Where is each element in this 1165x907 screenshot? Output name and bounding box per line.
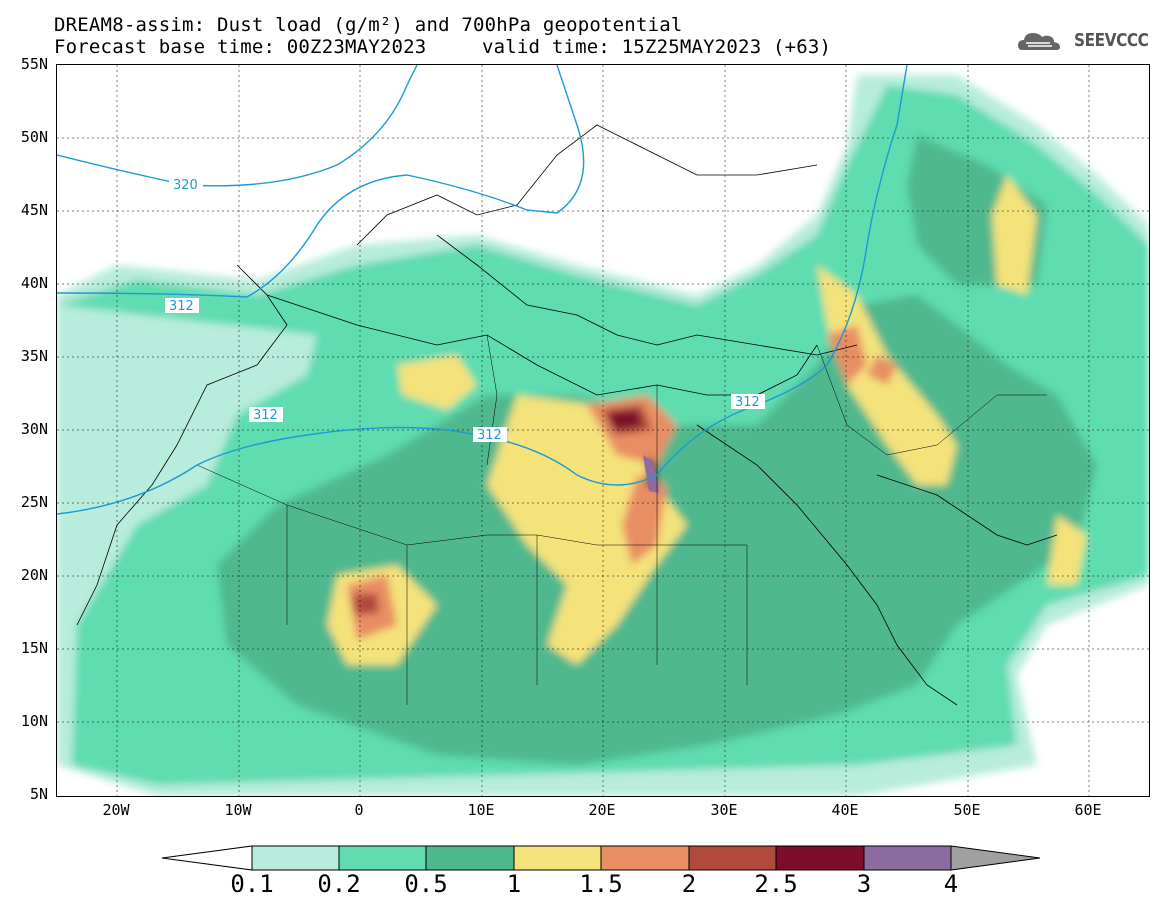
colorbar-segment xyxy=(863,845,952,871)
x-tick-label: 30E xyxy=(710,801,738,819)
y-tick-label: 15N xyxy=(20,639,48,657)
colorbar-segment xyxy=(425,845,515,871)
colorbar-label: 2 xyxy=(681,870,697,898)
y-tick-label: 55N xyxy=(20,55,48,73)
x-tick-label: 0 xyxy=(354,801,364,819)
map-panel: 320 312 312 312 312 xyxy=(56,64,1150,797)
dust-load-map: 320 312 312 312 312 xyxy=(57,65,1149,796)
colorbar-label: 0.1 xyxy=(230,870,274,898)
x-tick-label: 50E xyxy=(953,801,981,819)
colorbar-high-arrow xyxy=(950,845,1041,871)
y-tick-label: 25N xyxy=(20,493,48,511)
x-tick-label: 60E xyxy=(1074,801,1102,819)
colorbar xyxy=(161,845,1041,871)
contour-label: 312 xyxy=(735,395,760,410)
colorbar-label: 1 xyxy=(506,870,522,898)
cloud-icon xyxy=(1018,33,1060,50)
contour-label: 312 xyxy=(253,408,278,423)
contour-label: 312 xyxy=(169,299,194,314)
y-tick-label: 5N xyxy=(29,785,48,803)
x-tick-label: 10E xyxy=(467,801,495,819)
colorbar-segment xyxy=(251,845,340,871)
colorbar-label: 0.2 xyxy=(317,870,361,898)
x-tick-label: 20W xyxy=(102,801,130,819)
colorbar-segment xyxy=(513,845,602,871)
x-tick-label: 10W xyxy=(224,801,252,819)
dust-field-1 xyxy=(327,175,1087,665)
map-title: DREAM8-assim: Dust load (g/m²) and 700hP… xyxy=(54,14,683,36)
y-tick-label: 35N xyxy=(20,347,48,365)
colorbar-segment xyxy=(600,845,690,871)
y-tick-label: 20N xyxy=(20,566,48,584)
y-tick-label: 45N xyxy=(20,201,48,219)
x-tick-label: 20E xyxy=(588,801,616,819)
colorbar-low-arrow xyxy=(161,845,253,871)
valid-time: valid time: 15Z25MAY2023 (+63) xyxy=(482,36,832,58)
dust-field-3 xyxy=(643,455,659,493)
colorbar-label: 0.5 xyxy=(404,870,448,898)
colorbar-label: 3 xyxy=(856,870,872,898)
contour-label: 312 xyxy=(477,428,502,443)
x-tick-label: 40E xyxy=(831,801,859,819)
y-tick-label: 10N xyxy=(20,712,48,730)
graticule xyxy=(57,65,1149,796)
colorbar-segment xyxy=(338,845,427,871)
geopotential-contours xyxy=(57,65,908,515)
y-tick-label: 40N xyxy=(20,274,48,292)
colorbar-segment xyxy=(775,845,865,871)
colorbar-label: 2.5 xyxy=(754,870,798,898)
forecast-base-time: Forecast base time: 00Z23MAY2023 xyxy=(54,36,427,58)
colorbar-label: 1.5 xyxy=(579,870,623,898)
logo-text: SEEVCCC xyxy=(1074,30,1149,51)
dust-field-1-5 xyxy=(347,325,897,640)
colorbar-segment xyxy=(688,845,777,871)
country-borders xyxy=(196,334,1047,705)
y-tick-label: 50N xyxy=(20,128,48,146)
coastlines xyxy=(76,124,1058,706)
contour-label: 320 xyxy=(173,178,198,193)
colorbar-label: 4 xyxy=(943,870,959,898)
y-tick-label: 30N xyxy=(20,420,48,438)
